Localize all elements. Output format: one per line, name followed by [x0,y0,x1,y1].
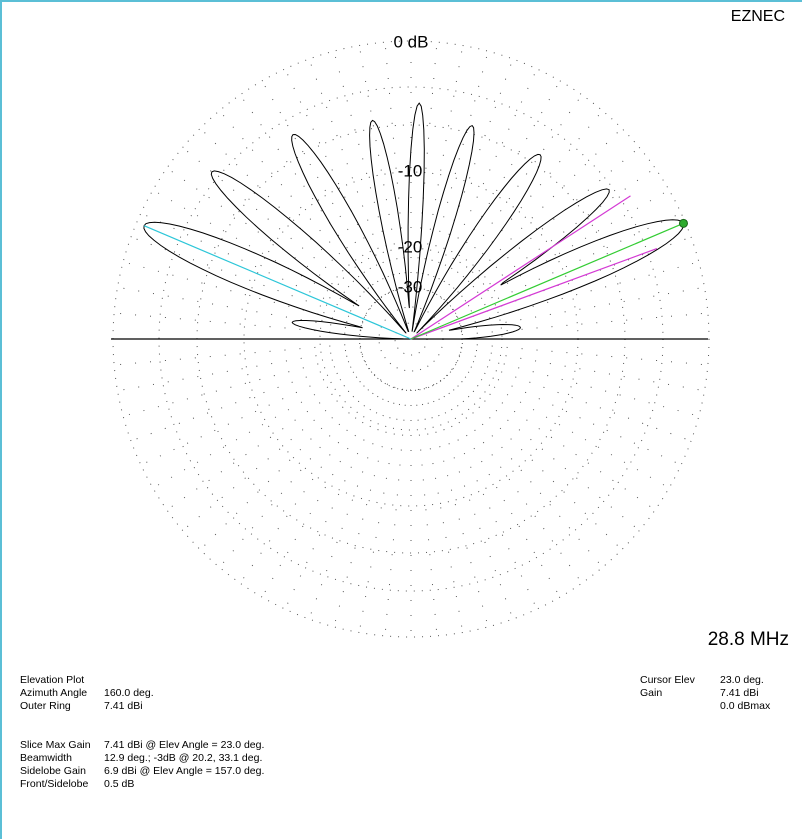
ring-label: -30 [398,277,423,296]
cursor-extra: 0.0 dBmax [720,700,771,712]
cursor-label: Cursor Elev [640,674,696,686]
cursor-line [410,222,684,340]
ring-label: -10 [398,161,423,180]
info-value: 7.41 dBi [104,700,143,712]
info-label: Outer Ring [20,700,71,712]
app-name: EZNEC [731,8,785,25]
info-value: 160.0 deg. [104,687,154,699]
ring-label: -20 [398,237,423,256]
cursor-value: 7.41 dBi [720,687,759,699]
cursor-label: Gain [640,687,662,699]
cursor-lines [143,195,688,340]
slice-value: 12.9 deg.; -3dB @ 20.2, 33.1 deg. [104,752,262,764]
beamwidth-line [410,195,631,340]
grid-ring [112,40,710,638]
slice-value: 7.41 dBi @ Elev Angle = 23.0 deg. [104,739,264,751]
cursor-value: 23.0 deg. [720,674,764,686]
slice-value: 0.5 dB [104,778,134,790]
slice-label: Front/Sidelobe [20,778,88,790]
frequency: 28.8 MHz [708,629,789,650]
slice-label: Beamwidth [20,752,72,764]
info-title: Elevation Plot [20,674,84,686]
beamwidth-line [410,247,658,340]
slice-value: 6.9 dBi @ Elev Angle = 157.0 deg. [104,765,264,777]
slice-label: Slice Max Gain [20,739,91,751]
sidelobe-line [143,225,412,340]
cursor-dot [678,218,688,228]
slice-label: Sidelobe Gain [20,765,86,777]
info-label: Azimuth Angle [20,687,87,699]
radiation-pattern [143,102,685,340]
ring-label: 0 dB [394,32,429,51]
